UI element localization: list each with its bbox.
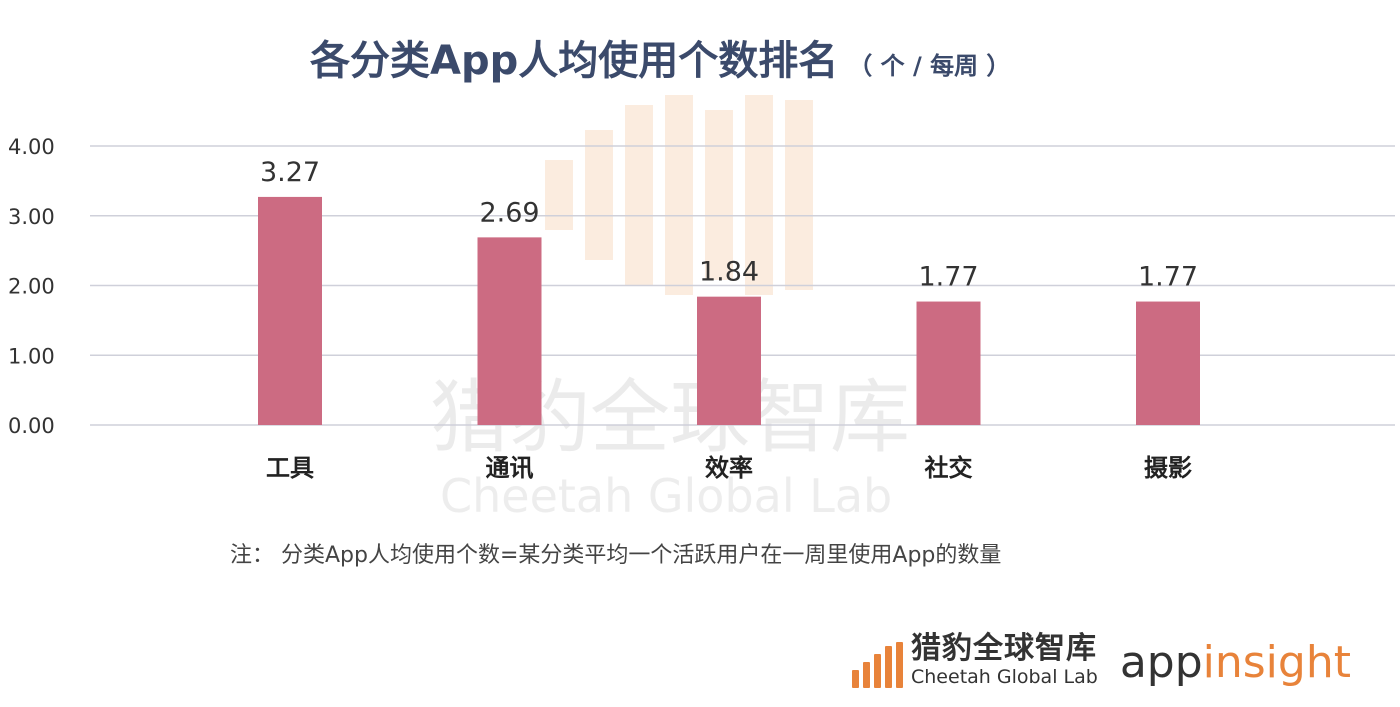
appinsight-insight: insight <box>1202 637 1351 688</box>
data-label: 1.84 <box>699 257 759 288</box>
cheetah-brand-text: 猎豹全球智库 Cheetah Global Lab <box>911 631 1098 689</box>
chart-title-text: 各分类App人均使用个数排名 <box>310 38 839 84</box>
watermark-bar <box>785 100 813 290</box>
y-tick-label: 4.00 <box>8 135 55 159</box>
y-tick-label: 3.00 <box>8 205 55 229</box>
y-tick-label: 0.00 <box>8 414 55 438</box>
watermark-text-en: Cheetah Global Lab <box>440 469 892 523</box>
bar <box>916 301 981 425</box>
x-axis-ticks: 工具 通讯 效率 社交 摄影 <box>266 454 1192 482</box>
data-label: 2.69 <box>479 197 539 228</box>
brand-name-cn: 猎豹全球智库 <box>911 631 1097 666</box>
appinsight-app: app <box>1119 637 1203 688</box>
y-axis-ticks: 0.00 1.00 2.00 3.00 4.00 <box>8 135 55 438</box>
x-tick-label: 社交 <box>925 454 973 482</box>
bar <box>1136 301 1200 425</box>
chart-title: 各分类App人均使用个数排名 （ 个 / 每周 ） <box>310 28 1010 86</box>
x-tick-label: 摄影 <box>1144 454 1192 482</box>
watermark-bar <box>705 110 733 280</box>
data-label: 1.77 <box>918 262 978 293</box>
watermark-bar <box>545 160 573 230</box>
data-label: 1.77 <box>1138 262 1198 293</box>
bar <box>697 296 761 425</box>
data-label: 3.27 <box>260 157 320 188</box>
x-tick-label: 工具 <box>266 454 314 482</box>
data-labels: 3.27 2.69 1.84 1.77 1.77 <box>260 157 1198 293</box>
y-tick-label: 1.00 <box>8 344 55 368</box>
bar <box>258 196 322 425</box>
watermark-bar <box>585 130 613 260</box>
watermark-bar <box>625 105 653 285</box>
bars <box>258 196 1200 425</box>
cheetah-logo-icon <box>852 642 903 688</box>
bar <box>477 237 542 425</box>
footnote: 注： 分类App人均使用个数=某分类平均一个活跃用户在一周里使用App的数量 <box>230 543 1002 568</box>
watermark-bar <box>745 95 773 295</box>
brand-name-en: Cheetah Global Lab <box>911 666 1098 688</box>
appinsight-logo: appinsight <box>1120 638 1351 688</box>
chart-title-unit: （ 个 / 每周 ） <box>848 52 1011 80</box>
y-tick-label: 2.00 <box>8 275 55 299</box>
brand-footer: 猎豹全球智库 Cheetah Global Lab appinsight <box>852 618 1351 688</box>
x-tick-label: 效率 <box>705 454 753 482</box>
watermark-bar <box>665 95 693 295</box>
x-tick-label: 通讯 <box>486 454 534 482</box>
